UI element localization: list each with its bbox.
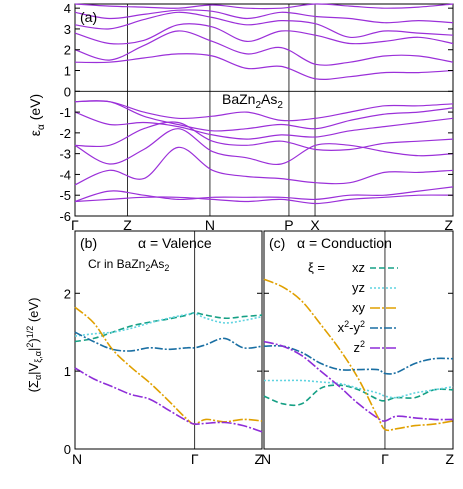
band-line-2: [74, 11, 454, 39]
band-line-12: [74, 186, 454, 203]
x-tick-label: Z: [445, 451, 454, 467]
band-line-9: [74, 121, 454, 151]
band-line-7: [74, 100, 454, 132]
series-line-2: [74, 306, 263, 425]
series-line-0: [74, 311, 263, 343]
y-tick-label: -2: [59, 126, 71, 141]
y-tick-label: -6: [59, 209, 71, 224]
band-line-5: [74, 53, 454, 80]
legend-label: xz: [352, 260, 365, 275]
band-line-10: [74, 128, 454, 166]
panel-b-title: α = Valence: [138, 235, 212, 251]
y-tick-label: 0: [64, 84, 71, 99]
x-tick-label: X: [310, 217, 320, 233]
panel-b-frame: [74, 230, 263, 450]
x-tick-label: N: [72, 451, 82, 467]
series-line-4: [74, 367, 263, 433]
band-line-1: [74, 9, 454, 24]
panel-a: -6 -5 -4 -3 -2 -1 0 1 2 3 4 Γ Z N P X Z (a) BaZn2As2 εα…: [27, 1, 454, 233]
legend-label: z2: [353, 339, 365, 355]
x-tick-label: Γ: [191, 451, 199, 467]
panel-c-frame: [263, 230, 454, 450]
x-tick-label: Z: [254, 451, 263, 467]
series-line-3: [74, 331, 263, 352]
legend-label: x2-y2: [338, 319, 365, 335]
y-tick-label: 3: [64, 22, 71, 37]
y-tick-label: 0: [64, 442, 71, 457]
x-tick-label: N: [261, 451, 271, 467]
panel-a-compound: BaZn2As2: [222, 91, 283, 111]
series-line-1: [74, 312, 263, 337]
x-tick-label: Z: [444, 217, 453, 233]
x-tick-label: Γ: [71, 217, 79, 233]
panel-b-ylabel: (Σα|Vξ,α|2)1/2 (eV): [25, 298, 43, 393]
panel-a-ylabel: εα (eV): [27, 94, 47, 136]
band-line-8: [74, 111, 454, 140]
panel-a-label: (a): [80, 9, 97, 25]
y-tick-label: 2: [64, 43, 71, 58]
band-line-11: [74, 146, 454, 186]
panel-c-label: (c): [269, 235, 285, 251]
y-tick-label: -3: [59, 147, 71, 162]
x-tick-label: Γ: [381, 451, 389, 467]
series-line-1: [264, 379, 454, 399]
x-tick-label: P: [284, 217, 293, 233]
panel-b-label: (b): [80, 235, 97, 251]
panel-c-title: α = Conduction: [297, 235, 392, 251]
y-tick-label: -1: [59, 105, 71, 120]
y-tick-label: 1: [64, 64, 71, 79]
band-line-4: [74, 30, 454, 66]
panel-b-annotation: Cr in BaZn2As2: [88, 257, 169, 273]
series-line-3: [263, 344, 454, 375]
legend-label: xy: [352, 300, 366, 315]
legend-title: ξ =: [308, 260, 325, 275]
x-tick-label: N: [205, 217, 215, 233]
y-tick-label: 1: [64, 364, 71, 379]
series-line-2: [263, 278, 454, 432]
series-line-0: [263, 384, 454, 407]
x-tick-label: Z: [123, 217, 132, 233]
y-tick-label: -5: [59, 188, 71, 203]
band-line-0: [74, 3, 454, 10]
band-line-3: [74, 23, 454, 45]
band-line-6: [74, 100, 454, 122]
panel-c-legend: ξ = xz yz xy x2-y2 z2: [308, 260, 398, 355]
panel-a-frame: [74, 3, 454, 217]
y-tick-label: -4: [59, 167, 71, 182]
series-line-4: [263, 340, 454, 422]
band-line-13: [74, 194, 454, 205]
panel-c: N Γ Z (c) α = Conduction ξ = xz yz xy x2-y2 z2: [261, 230, 454, 467]
panel-b: 0 1 2 N Γ Z (b) α = Valence Cr in BaZn2As2 (…: [25, 230, 263, 467]
legend-label: yz: [352, 280, 365, 295]
y-tick-label: 2: [64, 286, 71, 301]
y-tick-label: 4: [64, 1, 71, 16]
